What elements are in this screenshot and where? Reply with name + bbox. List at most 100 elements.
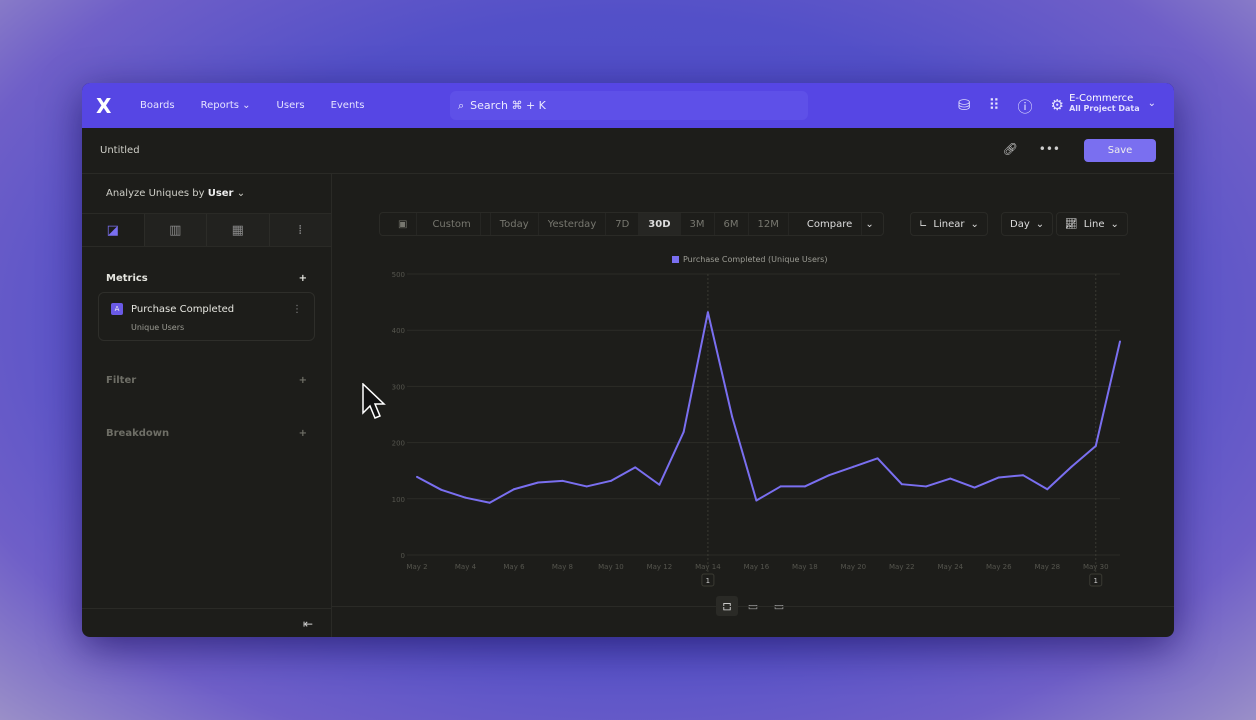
x-tick-label: May 26 (986, 563, 1012, 571)
top-nav: X Boards Reports ⌄ Users Events ⌕ Search … (82, 83, 1174, 128)
apps-grid-icon[interactable]: ⠿ (988, 96, 1000, 114)
title-bar: Untitled 🔗︎ ••• Save (82, 128, 1174, 174)
y-tick-label: 300 (392, 383, 405, 391)
search-bar[interactable]: ⌕ Search ⌘ + K (450, 91, 808, 120)
data-point (609, 479, 612, 482)
tab-flows-icon[interactable]: ▦ (206, 214, 269, 246)
filter-heading: Filter (106, 375, 137, 386)
x-tick-label: May 28 (1034, 563, 1060, 571)
y-tick-label: 100 (392, 496, 405, 504)
analyze-label: Analyze Uniques by (106, 188, 205, 199)
scale-dropdown[interactable]: ∟ Linear ⌄ (910, 212, 988, 236)
chevron-down-icon: ⌄ (242, 100, 251, 111)
x-tick-label: May 10 (598, 563, 624, 571)
data-point (755, 499, 758, 502)
range-custom[interactable]: ▣ Custom (380, 213, 491, 235)
data-point (488, 501, 491, 504)
chart-type-label: Line (1083, 218, 1105, 230)
data-point (1022, 474, 1025, 477)
nav-users[interactable]: Users (276, 100, 305, 111)
tab-funnels-icon[interactable]: ⁞ (268, 214, 331, 246)
x-tick-label: May 6 (503, 563, 525, 571)
project-sub: All Project Data (1069, 104, 1140, 113)
range-yesterday[interactable]: Yesterday (539, 213, 607, 235)
collapse-sidebar-icon[interactable]: ⇤ (302, 617, 313, 631)
interval-dropdown[interactable]: Day ⌄ (1001, 212, 1054, 236)
compare-label: Compare (798, 213, 863, 235)
y-tick-label: 200 (392, 440, 405, 448)
data-point (1119, 340, 1121, 343)
x-tick-label: May 24 (938, 563, 964, 571)
data-point (997, 476, 1000, 479)
range-3m[interactable]: 3M (681, 213, 715, 235)
kebab-icon[interactable]: ⋮ (292, 303, 302, 315)
link-icon[interactable]: 🔗︎ (1002, 142, 1018, 156)
series-line (416, 311, 1121, 504)
range-custom-label: Custom (423, 213, 481, 235)
gear-icon[interactable]: ⚙ (1050, 96, 1064, 114)
data-point (634, 466, 637, 469)
range-30d[interactable]: 30D (639, 213, 681, 235)
project-name: E-Commerce (1069, 93, 1134, 104)
chart-type-dropdown[interactable]: 📈︎ Line ⌄ (1056, 212, 1128, 236)
metric-name: Purchase Completed (131, 303, 235, 315)
data-point (852, 465, 855, 468)
save-button[interactable]: Save (1084, 139, 1156, 162)
metric-sub: Unique Users (131, 323, 185, 332)
tab-insights-icon[interactable]: ◪ (82, 214, 144, 246)
x-tick-label: May 8 (552, 563, 573, 571)
report-title[interactable]: Untitled (100, 145, 140, 156)
more-icon[interactable]: ••• (1038, 142, 1060, 156)
range-7d[interactable]: 7D (606, 213, 640, 235)
compare-dropdown[interactable]: Compare ⌄ (789, 213, 883, 235)
range-6m[interactable]: 6M (715, 213, 749, 235)
nav-boards[interactable]: Boards (140, 100, 175, 111)
annotation-label: 1 (706, 577, 710, 585)
analyze-by[interactable]: Analyze Uniques by User ⌄ (82, 174, 331, 213)
y-tick-label: 400 (392, 327, 405, 335)
date-range-bar: ▣ Custom Today Yesterday 7D 30D 3M 6M 12M… (379, 212, 884, 236)
analyze-value: User (207, 188, 234, 199)
data-point (876, 457, 879, 460)
metric-card[interactable]: A Purchase Completed ⋮ Unique Users (98, 292, 315, 341)
data-point (900, 483, 903, 486)
data-point (925, 485, 928, 488)
line-chart: 0 100 200 300 400 500 May 2 May 4 May 6 May 8 May … (392, 271, 1121, 587)
nav-reports-label: Reports (200, 100, 239, 111)
data-point (464, 496, 467, 499)
x-tick-label: May 16 (744, 563, 770, 571)
project-selector[interactable]: E-Commerce All Project Data ⌄ (1069, 93, 1156, 113)
annotation-marker (701, 573, 715, 587)
search-label: Search ⌘ + K (470, 99, 546, 112)
annotation-marker (1089, 573, 1103, 587)
metrics-heading: Metrics (106, 273, 148, 284)
sidebar: Analyze Uniques by User ⌄ ◪ ▥ ▦ ⁞ Metric… (82, 174, 332, 637)
nav-reports[interactable]: Reports ⌄ (201, 100, 251, 111)
app-window: X Boards Reports ⌄ Users Events ⌕ Search … (82, 83, 1174, 637)
data-point (828, 474, 831, 477)
data-point (706, 311, 709, 314)
range-12m[interactable]: 12M (749, 213, 789, 235)
database-icon[interactable]: ⛁ (957, 96, 971, 114)
scale-label: Linear (933, 218, 965, 230)
nav-events[interactable]: Events (330, 100, 365, 111)
metric-badge: A (111, 303, 123, 315)
chevron-down-icon: ⌄ (236, 188, 246, 199)
help-icon[interactable]: ⓘ (1017, 98, 1033, 116)
add-filter-icon[interactable]: + (298, 375, 307, 386)
chart-legend[interactable]: Purchase Completed (Unique Users) (672, 255, 827, 264)
add-metric-icon[interactable]: + (298, 273, 307, 284)
range-today[interactable]: Today (491, 213, 539, 235)
data-point (949, 477, 952, 480)
tab-bar-chart-icon[interactable]: ▥ (143, 214, 206, 246)
x-tick-label: May 4 (455, 563, 477, 571)
mouse-cursor-icon (362, 383, 386, 419)
logo[interactable]: X (96, 93, 112, 118)
x-tick-label: May 2 (406, 563, 427, 571)
add-breakdown-icon[interactable]: + (298, 428, 307, 439)
line-chart-icon: 📈︎ (1065, 218, 1078, 230)
data-point (658, 483, 661, 486)
search-icon: ⌕ (458, 98, 465, 112)
data-point (561, 479, 564, 482)
data-point (1046, 488, 1049, 491)
